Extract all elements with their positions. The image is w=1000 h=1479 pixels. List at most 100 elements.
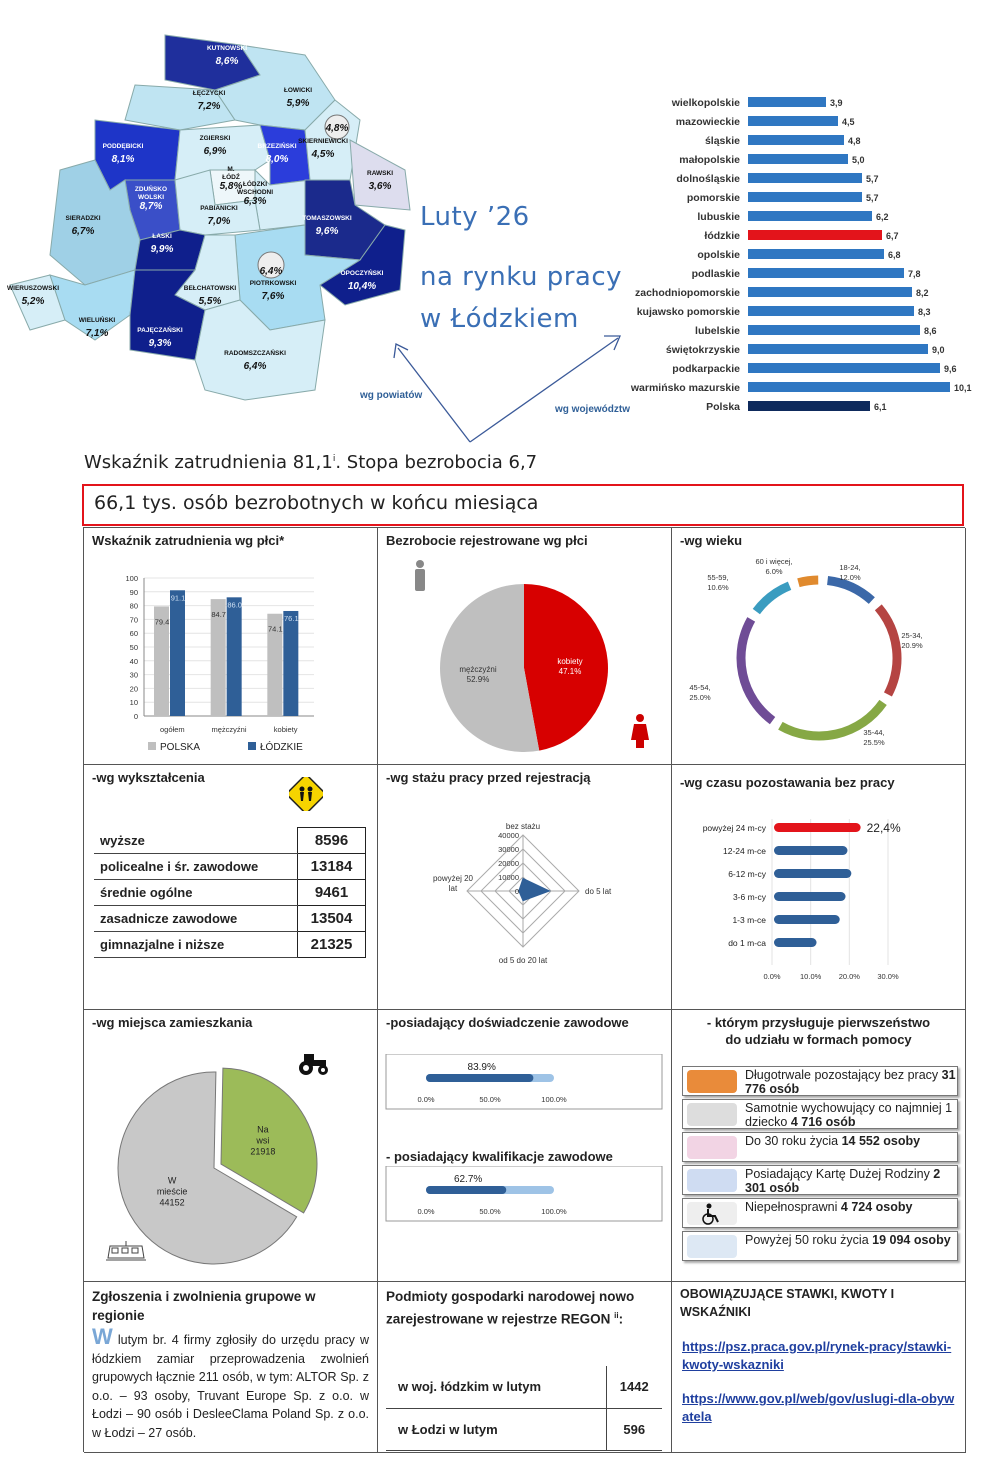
senior-icon [687,1235,737,1258]
dur-category-label: 3-6 m-cy [733,892,767,902]
emp-legend-swatch [248,742,256,750]
dur-category-label: powyżej 24 m-cy [703,823,767,833]
age-donut-segment [752,581,792,615]
bar-xtick: 0.0% [417,1207,434,1216]
age-label: 60 i więcej, [755,557,792,566]
radar-tick: 20000 [498,859,519,868]
tractor-icon [299,1054,328,1075]
header-title-line3: w Łódzkiem [420,304,579,334]
radar-tick: 0 [515,887,519,896]
map-district-value: 9,3% [149,338,172,349]
emp-ytick: 30 [130,671,138,680]
map-district-value: 6,4% [260,266,283,277]
qualifications-title: - posiadający kwalifikacje zawodowe [386,1149,613,1164]
residence-pie-label: Na [257,1125,269,1135]
education-label: zasadnicze zawodowe [94,905,298,932]
residence-pie-value: 44152 [160,1197,185,1207]
dur-bar [774,938,817,947]
age-donut-segment [874,604,902,697]
age-value: 12.0% [839,573,861,582]
radar-axis-label: bez stażu [506,822,540,831]
priority-count: 31 776 osób [745,1068,956,1096]
man-icon [415,560,425,591]
emp-ytick: 60 [130,629,138,638]
age-donut-segment [826,575,875,605]
dur-xtick: 30.0% [877,972,899,981]
priority-count: 4 724 osoby [840,1200,913,1214]
dur-xtick: 10.0% [800,972,822,981]
dur-category-label: do 1 m-ca [728,938,766,948]
education-row: zasadnicze zawodowe 13504 [94,905,366,932]
arrows [393,335,621,443]
people-group-icon [687,1070,737,1093]
map-district-name: ŁOWICKI [284,87,312,94]
voi-value-label: 3,9 [830,98,843,108]
map-district-name: ŁASKI [152,233,172,240]
map-district-value: 7,1% [86,328,109,339]
layoffs-body: W lutym br. 4 firmy zgłosiły do urzędu p… [84,1326,377,1442]
voi-category-label: kujawsko pomorskie [637,306,740,318]
dur-highlight-label: 22,4% [867,821,901,835]
rates-link-2[interactable]: https://www.gov.pl/web/gov/uslugi-dla-ob… [682,1391,955,1424]
summary-boxed-text: 66,1 tys. osób bezrobotnych w końcu mies… [94,492,539,514]
cell-unemployed-by-sex: Bezrobocie rejestrowane wg płci kobiety 4… [378,528,672,765]
dur-xtick: 0.0% [763,972,780,981]
voi-category-label: śląskie [705,135,740,147]
map-district-name: WIERUSZOWSKI [7,285,59,292]
emp-ytick: 10 [130,698,138,707]
bar-fill [426,1074,534,1082]
age-title: -wg wieku [680,533,743,548]
map-district-name: PODDĘBICKI [103,143,144,150]
school-sign-icon [289,777,323,811]
emp-category-label: ogółem [160,725,185,734]
dur-category-label: 6-12 m-cy [728,869,767,879]
emp-ytick: 50 [130,643,138,652]
voi-category-label: łódzkie [704,230,740,242]
map-district-value: 9,9% [151,244,174,255]
age-donut-segment [778,699,887,741]
label-wojewodztwa: wg województw [555,404,630,415]
bar-xtick: 100.0% [541,1207,567,1216]
woman-icon [631,714,649,748]
voi-value-label: 7,8 [908,269,921,279]
voi-bar [748,135,844,145]
dur-xtick: 20.0% [839,972,861,981]
emp-bar [210,599,226,716]
voi-bar [748,382,950,392]
emp-value-label: 79.4 [155,617,170,626]
voi-bar [748,173,862,183]
emp-bar [170,590,185,716]
voivodeship-chart: wielkopolskie 3,9 mazowieckie 4,5 śląskie 4,8… [630,97,972,413]
residence-pie-label: mieście [157,1186,188,1196]
map-district-value: 10,4% [348,281,376,292]
rates-link-1[interactable]: https://psz.praca.gov.pl/rynek-pracy/sta… [682,1339,952,1372]
regon-value: 1442 [605,1366,662,1409]
voi-category-label: Polska [706,401,740,413]
map-district-value: 6,3% [244,196,267,207]
voi-category-label: podkarpackie [672,363,740,375]
priority-count: 14 552 osoby [841,1134,921,1148]
priority-text: Do 30 roku życia [745,1134,842,1148]
voi-bar [748,344,928,354]
map-district-name: RAWSKI [367,170,393,177]
map-district-value: 5,2% [22,296,45,307]
voi-value-label: 6,2 [876,212,889,222]
bar-xtick: 0.0% [417,1095,434,1104]
wheelchair-icon [687,1202,737,1225]
priority-count: 19 094 osoby [872,1233,951,1247]
cell-rates: OBOWIĄZUJĄCE STAWKI, KWOTY I WSKAŹNIKI h… [672,1282,966,1453]
map-region-rawski [349,139,411,211]
priority-text: Długotrwale pozostający bez pracy [745,1068,942,1082]
map-district-name: PAJĘCZAŃSKI [137,325,183,334]
age-donut-segment [736,617,776,725]
age-value: 25.0% [689,693,711,702]
priority-count: 4 716 osób [790,1115,856,1129]
education-table: wyższe 8596 policealne i śr. zawodowe 13184… [94,827,366,958]
priority-item: Niepełnosprawni 4 724 osoby [682,1198,958,1228]
sex-pie-value: 52.9% [467,675,490,684]
age-label: 25-34, [901,631,922,640]
age-donut-segment [797,575,819,588]
map-district-name: WOLSKI [138,194,164,201]
experience-title: -posiadający doświadczenie zawodowe [386,1015,629,1030]
